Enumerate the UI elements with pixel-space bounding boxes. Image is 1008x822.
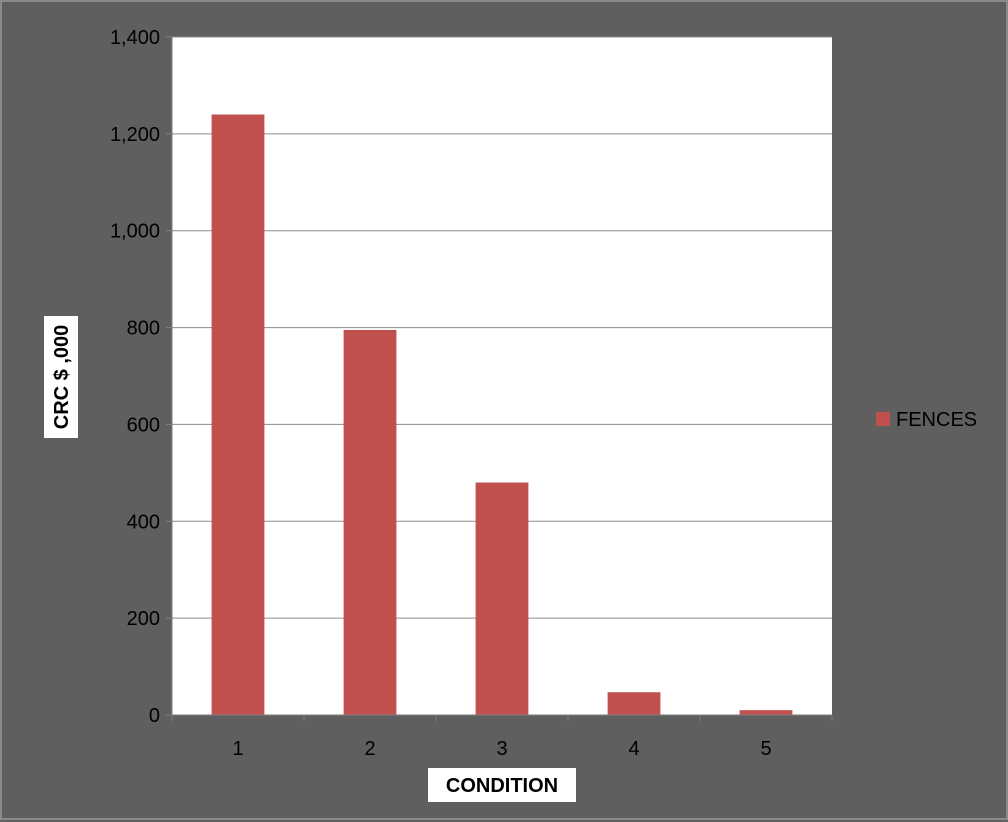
- legend: FENCES: [876, 409, 977, 431]
- y-tick-label: 1,400: [110, 27, 160, 49]
- bar-fences-3: [475, 482, 529, 715]
- x-axis-title-text: CONDITION: [446, 775, 558, 797]
- legend-label-fences: FENCES: [896, 409, 977, 431]
- y-tick-label: 1,000: [110, 221, 160, 243]
- bars: [211, 114, 793, 715]
- x-tick-label: 3: [496, 738, 507, 760]
- legend-swatch-fences: [876, 412, 890, 426]
- y-tick-labels: 0 200 400 600 800 1,000 1,200 1,400: [110, 27, 160, 727]
- bar-fences-5: [739, 710, 793, 715]
- y-tick-label: 800: [127, 318, 160, 340]
- bar-fences-1: [211, 114, 265, 715]
- x-axis-title: CONDITION: [428, 768, 576, 802]
- y-tick-label: 0: [149, 705, 160, 727]
- y-tick-label: 200: [127, 608, 160, 630]
- x-tick-label: 1: [232, 738, 243, 760]
- x-tick-label: 5: [760, 738, 771, 760]
- y-axis-title-text: CRC $ ,000: [51, 325, 73, 430]
- x-tick-label: 4: [628, 738, 639, 760]
- bar-fences-2: [343, 329, 397, 715]
- x-tick-labels: 1 2 3 4 5: [171, 715, 833, 760]
- bar-fences-4: [607, 692, 661, 715]
- y-tick-label: 1,200: [110, 124, 160, 146]
- y-axis-title: CRC $ ,000: [44, 316, 78, 438]
- y-tick-label: 600: [127, 414, 160, 436]
- x-tick-label: 2: [364, 738, 375, 760]
- y-tick-label: 400: [127, 511, 160, 533]
